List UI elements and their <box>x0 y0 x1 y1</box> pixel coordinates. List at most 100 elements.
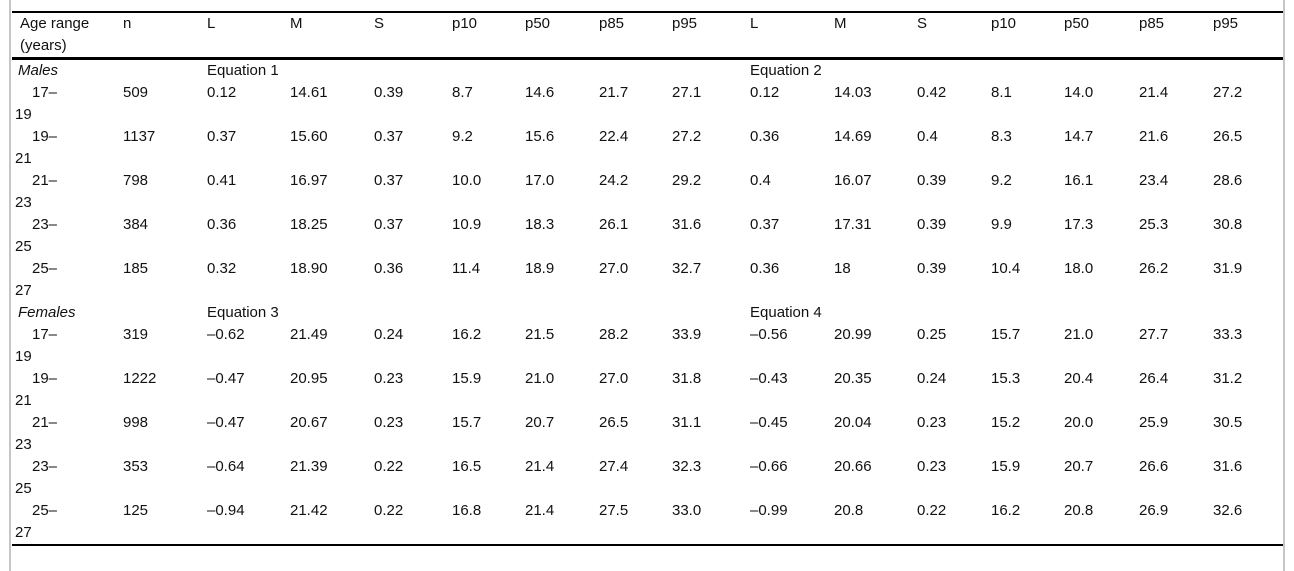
cell-value: 20.67 <box>290 414 328 431</box>
cell-value: 0.37 <box>750 216 780 233</box>
cell-value: 0.36 <box>374 260 404 277</box>
cell-value: 14.0 <box>1064 84 1094 101</box>
cell-n: 353 <box>123 458 149 475</box>
cell-value: 17.3 <box>1064 216 1094 233</box>
right-border-line <box>1283 0 1285 571</box>
cell-value: –0.99 <box>750 502 788 519</box>
cell-value: 0.32 <box>207 260 237 277</box>
age-range-line1: 19– <box>32 128 58 145</box>
column-header: p50 <box>525 12 599 60</box>
cell-value: 20.4 <box>1064 370 1094 387</box>
cell-value: 20.7 <box>1064 458 1094 475</box>
cell-value: 30.5 <box>1213 414 1243 431</box>
age-range-line1: 17– <box>32 326 58 343</box>
cell-value: –0.56 <box>750 326 788 343</box>
table-row: 25– 27 125 –0.94 21.42 0.22 16.8 21.4 27.5 33.0 –0… <box>12 500 1283 545</box>
column-header-age-range: Age range (years) <box>12 12 123 60</box>
cell-value: 0.36 <box>750 128 780 145</box>
table-row: 25– 27 185 0.32 18.90 0.36 11.4 18.9 27.0 32.7 0.3… <box>12 258 1283 302</box>
cell-value: 15.7 <box>452 414 482 431</box>
equation-label-right: Equation 4 <box>750 304 822 321</box>
column-header: p50 <box>1064 12 1139 60</box>
cell-value: 31.6 <box>1213 458 1243 475</box>
cell-value: 31.6 <box>672 216 702 233</box>
cell-value: 32.6 <box>1213 502 1243 519</box>
cell-value: 0.12 <box>207 84 237 101</box>
table-row: 23– 25 353 –0.64 21.39 0.22 16.5 21.4 27.4 32.3 –0… <box>12 456 1283 500</box>
cell-value: 16.8 <box>452 502 482 519</box>
left-border-line <box>9 0 11 571</box>
column-header: p95 <box>1213 12 1283 60</box>
cell-value: 15.2 <box>991 414 1021 431</box>
cell-value: 0.4 <box>750 172 771 189</box>
cell-value: 30.8 <box>1213 216 1243 233</box>
column-header: p10 <box>452 12 525 60</box>
cell-value: 21.4 <box>1139 84 1169 101</box>
cell-value: 21.0 <box>525 370 555 387</box>
cell-value: 0.39 <box>917 216 947 233</box>
age-range-line1: 23– <box>32 458 58 475</box>
cell-value: 0.4 <box>917 128 938 145</box>
column-header: L <box>750 12 834 60</box>
cell-value: 22.4 <box>599 128 629 145</box>
cell-value: 21.6 <box>1139 128 1169 145</box>
cell-value: 16.97 <box>290 172 328 189</box>
cell-value: 15.7 <box>991 326 1021 343</box>
cell-value: 0.23 <box>374 414 404 431</box>
cell-value: 26.6 <box>1139 458 1169 475</box>
cell-age-range: 19– 21 <box>12 126 123 170</box>
cell-value: –0.45 <box>750 414 788 431</box>
cell-value: 32.3 <box>672 458 702 475</box>
cell-age-range: 25– 27 <box>12 500 123 545</box>
cell-n: 998 <box>123 414 149 431</box>
cell-value: 0.25 <box>917 326 947 343</box>
age-range-line1: 25– <box>32 260 58 277</box>
cell-value: 20.66 <box>834 458 872 475</box>
cell-value: 15.9 <box>991 458 1021 475</box>
cell-value: 27.2 <box>1213 84 1243 101</box>
cell-value: 15.9 <box>452 370 482 387</box>
cell-value: 20.8 <box>834 502 864 519</box>
cell-value: 27.7 <box>1139 326 1169 343</box>
column-header: p10 <box>991 12 1064 60</box>
cell-age-range: 17– 19 <box>12 324 123 368</box>
cell-n: 319 <box>123 326 149 343</box>
cell-value: 21.0 <box>1064 326 1094 343</box>
cell-value: 26.5 <box>1213 128 1243 145</box>
cell-value: 33.9 <box>672 326 702 343</box>
cell-value: 0.39 <box>917 260 947 277</box>
age-range-line1: 21– <box>32 414 58 431</box>
cell-value: 15.3 <box>991 370 1021 387</box>
section-label: Females <box>18 304 76 321</box>
cell-value: 25.3 <box>1139 216 1169 233</box>
age-range-line1: 25– <box>32 502 58 519</box>
cell-value: 11.4 <box>452 260 481 277</box>
cell-value: 14.7 <box>1064 128 1094 145</box>
column-header: M <box>834 12 917 60</box>
cell-value: –0.47 <box>207 370 245 387</box>
cell-value: 27.2 <box>672 128 702 145</box>
cell-value: 15.6 <box>525 128 555 145</box>
age-range-line2: 25 <box>15 480 32 497</box>
cell-value: 0.37 <box>374 216 404 233</box>
age-range-line1: 23– <box>32 216 58 233</box>
section-row: Females Equation 3 Equation 4 <box>12 302 1283 324</box>
table-row: 23– 25 384 0.36 18.25 0.37 10.9 18.3 26.1 31.6 0.3… <box>12 214 1283 258</box>
cell-value: 26.2 <box>1139 260 1169 277</box>
table-row: 21– 23 998 –0.47 20.67 0.23 15.7 20.7 26.5 31.1 –0… <box>12 412 1283 456</box>
cell-value: –0.43 <box>750 370 788 387</box>
cell-value: 14.6 <box>525 84 555 101</box>
cell-value: 26.9 <box>1139 502 1169 519</box>
column-header: M <box>290 12 374 60</box>
age-range-line2: 21 <box>15 392 32 409</box>
age-range-line2: 27 <box>15 282 32 299</box>
cell-age-range: 25– 27 <box>12 258 123 302</box>
cell-age-range: 23– 25 <box>12 214 123 258</box>
cell-value: 0.24 <box>917 370 947 387</box>
cell-value: 21.49 <box>290 326 328 343</box>
cell-value: 0.41 <box>207 172 237 189</box>
cell-value: –0.47 <box>207 414 245 431</box>
cell-value: 0.37 <box>374 172 404 189</box>
